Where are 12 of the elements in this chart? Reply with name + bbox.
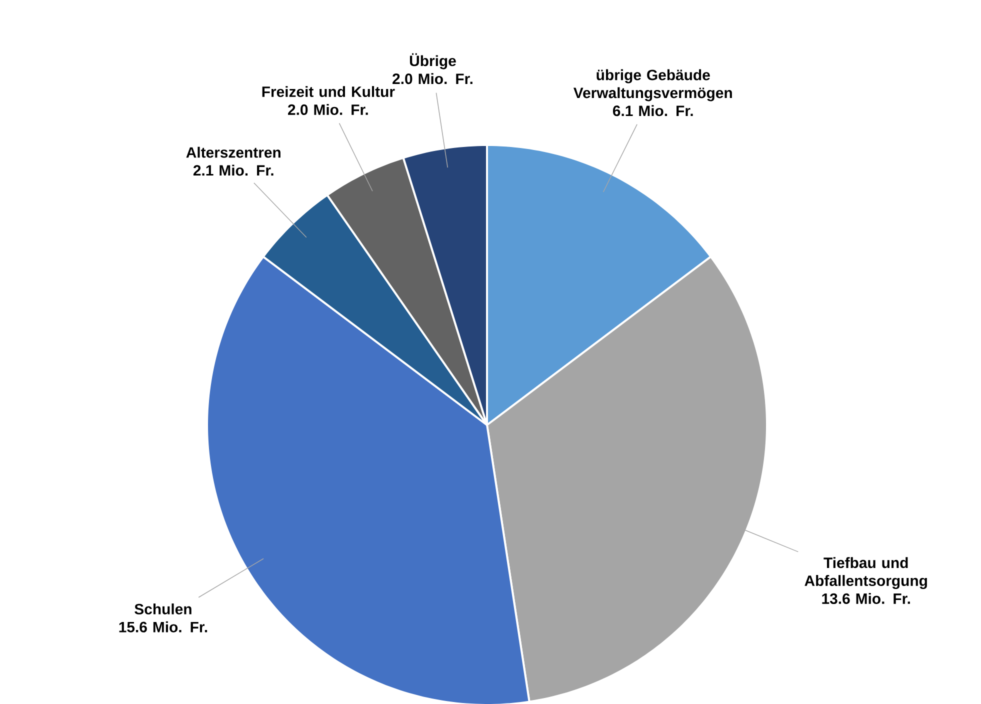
data-label: 6.1 Mio. Fr. — [612, 105, 693, 116]
data-label: 15.6 Mio. Fr. — [119, 621, 208, 632]
data-label: 2.0 Mio. Fr. — [392, 73, 472, 84]
data-label: 2.1 Mio. Fr. — [193, 164, 274, 176]
data-label: 13.6 Mio. Fr. — [822, 592, 910, 604]
slice-label: Alterszentren — [186, 146, 280, 158]
slice-label: übrige Gebäude Verwaltungsvermögen — [574, 69, 732, 102]
slice-label: Übrige — [410, 53, 456, 70]
slice-label: Schulen — [134, 603, 192, 614]
slice-label: Freizeit und Kultur — [262, 86, 395, 98]
slice-label: Tiefbau und Abfallentsorgung — [804, 557, 927, 590]
data-label: 2.0 Mio. Fr. — [288, 104, 368, 115]
